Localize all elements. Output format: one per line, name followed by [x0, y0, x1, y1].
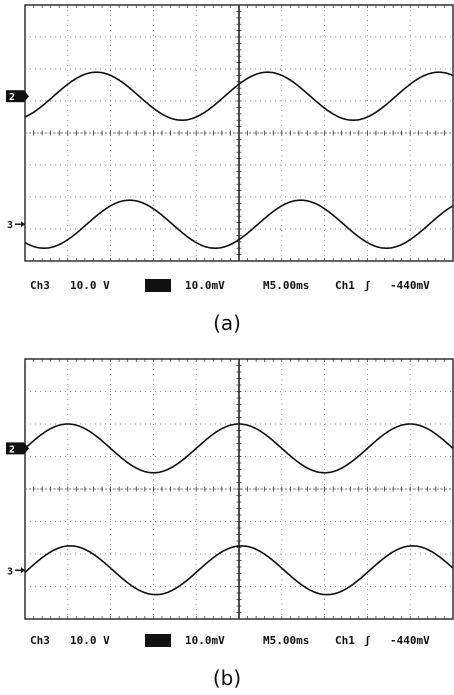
status-trigger-level: -440mV	[390, 634, 430, 647]
status-ch2-scale: 10.0mV	[185, 634, 225, 647]
status-timebase: M5.00ms	[263, 634, 309, 647]
status-bar-a: Ch3 10.0 V Ch2 10.0mV M5.00ms Ch1 ʃ -440mV	[30, 279, 430, 292]
channel-marker-label: 2	[9, 92, 15, 103]
channel-2-marker-b: 2	[6, 442, 29, 455]
scope-panel-a: 2 3 Ch3 10.0 V Ch2 10.0mV M5.00ms Ch1 ʃ -440mV	[0, 0, 454, 300]
center-ticks-a	[24, 4, 454, 262]
waveform-ch2-b	[24, 423, 454, 474]
waveform-ch2-a	[24, 71, 454, 121]
waveform-ch3-b	[24, 545, 454, 596]
status-ch2-label: Ch2	[147, 279, 167, 292]
status-ch3-label: Ch3	[30, 279, 50, 292]
channel-marker-label: 3	[7, 566, 13, 577]
status-bar-b: Ch3 10.0 V Ch2 10.0mV M5.00ms Ch1 ʃ -440mV	[30, 634, 430, 647]
status-trigger-source: Ch1	[335, 634, 355, 647]
scope-screen-a: 2 3 Ch3 10.0 V Ch2 10.0mV M5.00ms Ch1 ʃ -440mV	[6, 4, 454, 292]
status-trigger-slope-icon: ʃ	[364, 279, 371, 292]
status-timebase: M5.00ms	[263, 279, 309, 292]
channel-marker-label: 3	[7, 220, 13, 231]
channel-3-marker-a: 3	[7, 220, 25, 231]
status-ch3-label: Ch3	[30, 634, 50, 647]
channel-2-marker-a: 2	[6, 90, 29, 103]
status-ch2-label: Ch2	[147, 634, 167, 647]
channel-marker-label: 2	[9, 444, 15, 455]
status-trigger-level: -440mV	[390, 279, 430, 292]
scope-panel-b: 2 3 Ch3 10.0 V Ch2 10.0mV M5.00ms Ch1 ʃ -440mV	[0, 347, 454, 657]
status-ch3-scale: 10.0 V	[70, 634, 110, 647]
status-trigger-slope-icon: ʃ	[364, 634, 371, 647]
scope-screen-b: 2 3 Ch3 10.0 V Ch2 10.0mV M5.00ms Ch1 ʃ -440mV	[6, 358, 454, 647]
center-ticks-b	[24, 358, 454, 620]
status-trigger-source: Ch1	[335, 279, 355, 292]
panel-label-a: (a)	[213, 311, 241, 335]
status-ch2-badge	[145, 279, 171, 292]
waveform-ch3-a	[24, 199, 454, 249]
status-ch2-scale: 10.0mV	[185, 279, 225, 292]
status-ch3-scale: 10.0 V	[70, 279, 110, 292]
status-ch2-badge	[145, 634, 171, 647]
panel-label-b: (b)	[212, 666, 242, 690]
channel-3-marker-b: 3	[7, 566, 25, 577]
